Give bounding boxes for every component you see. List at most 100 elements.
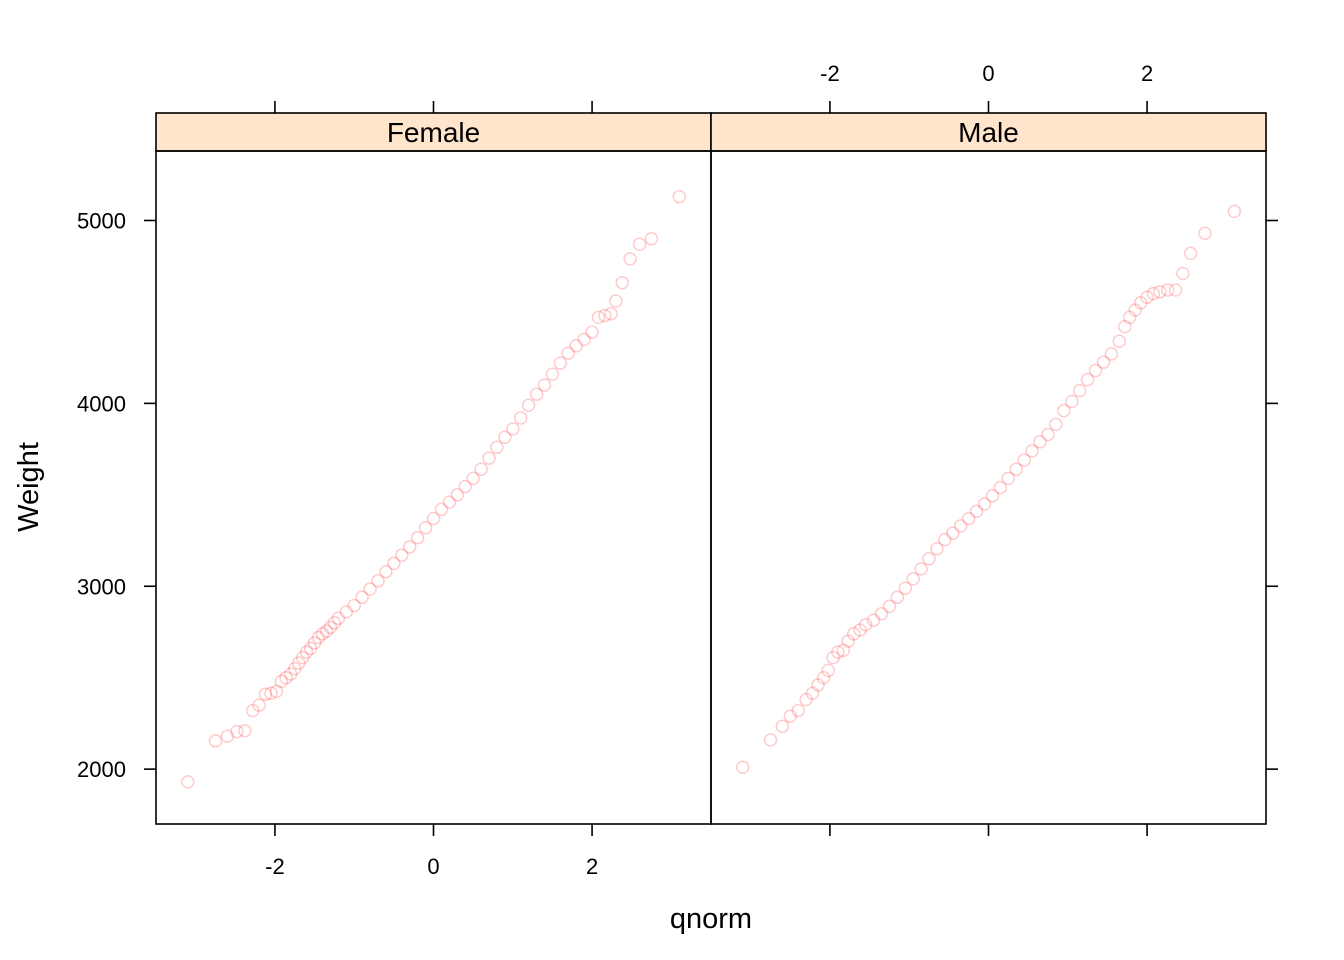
data-point [295,650,310,665]
data-point [327,616,342,630]
data-point [363,582,377,596]
data-point [1001,471,1016,486]
data-point [418,520,433,535]
data-point [846,627,861,641]
data-point [1080,372,1095,387]
data-point [180,775,195,789]
data-point [816,670,831,685]
data-point [506,422,520,436]
data-point [805,686,820,700]
data-point [609,294,623,308]
strip-label: Female [387,117,480,148]
data-point [831,645,845,659]
data-point [1122,310,1137,325]
data-point [1065,394,1079,409]
data-point [245,703,260,718]
data-point [672,189,687,204]
data-point [1041,427,1055,442]
data-point [1118,319,1132,334]
data-point [315,627,330,641]
data-point [1160,283,1175,297]
data-point [274,674,289,689]
data-point [288,661,302,676]
data-point [466,471,480,486]
data-point [615,275,629,290]
data-point [1057,403,1071,418]
data-point [914,562,928,576]
data-point [858,617,873,632]
data-point [307,636,322,650]
data-point [906,572,920,586]
data-point [238,723,252,738]
data-point [258,687,273,701]
data-point [569,339,583,353]
panel-border [155,150,712,825]
data-point [735,760,750,775]
data-point [1128,303,1142,317]
data-point [836,643,851,658]
data-point [930,542,944,556]
data-point [969,504,984,519]
data-point [220,729,235,743]
data-point [898,581,913,595]
data-point [585,325,599,339]
data-point [890,590,905,604]
data-point [252,698,266,712]
x-tick-label: -2 [265,854,285,879]
data-point [395,548,409,562]
data-point [269,684,284,699]
x-tick-label: 0 [427,854,439,879]
data-point [561,346,576,360]
data-point [775,719,790,733]
panels-layer: Female -2 0 2 Male -2 0 2 2000 3000 4000 5000 [77,61,1278,879]
data-point [1183,246,1198,261]
data-point [490,440,504,455]
data-point [482,451,496,465]
data-point [553,356,568,370]
data-point [458,479,472,494]
data-point [537,378,552,392]
data-point [853,623,867,637]
data-point [284,667,298,681]
data-point [1104,347,1119,361]
data-point [977,497,992,511]
data-point [450,488,465,502]
data-point [1176,266,1190,281]
data-point [410,531,425,545]
data-point [434,502,449,517]
data-point [826,650,840,665]
data-point [279,670,293,685]
panel-border [710,150,1267,825]
strip-background [155,112,712,152]
data-point [355,590,369,604]
data-point [644,232,659,246]
data-point [961,511,976,526]
x-tick-label: -2 [820,61,840,86]
data-point [1033,435,1047,449]
data-point [545,367,560,381]
data-point [993,480,1008,495]
data-point [498,430,512,444]
data-point [1140,290,1154,305]
x-tick-label: 0 [982,61,994,86]
data-point [319,624,334,638]
data-point [799,692,813,707]
data-point [632,237,647,252]
data-point [442,495,457,509]
data-point [623,252,637,266]
data-point [291,656,306,670]
data-point [402,540,417,554]
data-point [521,398,536,412]
data-point [474,462,488,476]
data-point [1168,283,1183,297]
panel-female: Female -2 0 2 [155,101,712,879]
data-point [303,641,318,656]
data-point [331,611,346,626]
data-point [604,307,618,321]
data-point [985,488,1000,503]
strip-background [710,112,1267,152]
data-point [591,310,606,325]
data-point [1096,355,1111,369]
data-point [882,599,897,614]
